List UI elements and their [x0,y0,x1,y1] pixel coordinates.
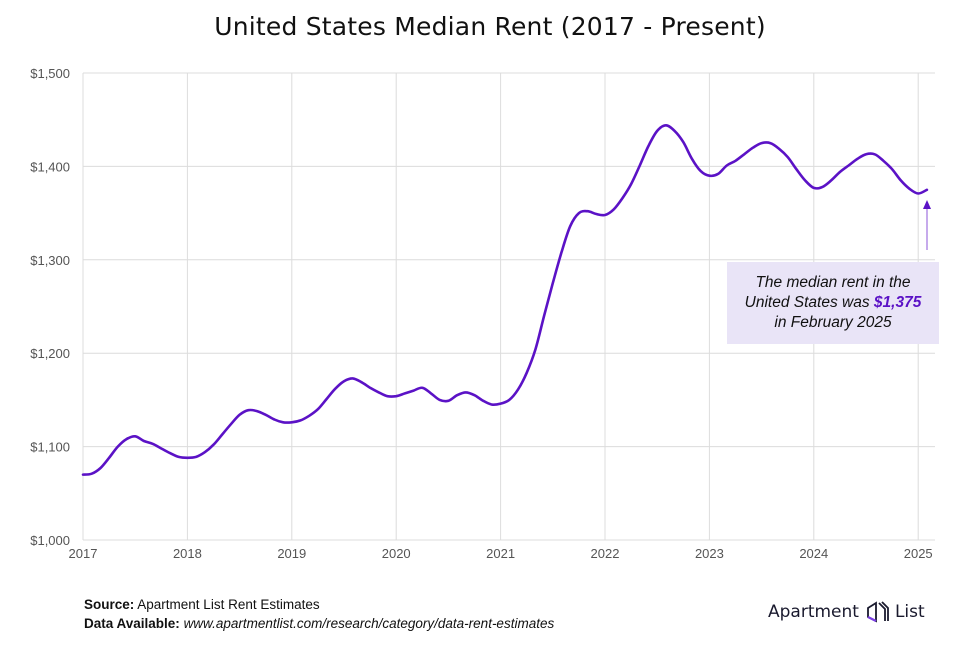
x-tick-label: 2024 [799,546,828,561]
x-tick-label: 2020 [382,546,411,561]
logo-text-left: Apartment [768,602,859,622]
y-tick-label: $1,200 [30,346,70,361]
annotation-line2: United States was [744,294,874,311]
data-label: Data Available: [84,616,180,631]
x-tick-label: 2017 [69,546,98,561]
y-axis: $1,000 $1,100 $1,200 $1,300 $1,400 $1,500 [30,66,70,548]
x-tick-label: 2018 [173,546,202,561]
annotation-box: The median rent in the United States was… [727,262,939,344]
annotation-highlight: $1,375 [873,294,922,311]
footer: Source: Apartment List Rent Estimates Da… [84,595,554,633]
x-axis: 2017 2018 2019 2020 2021 2022 2023 2024 2025 [69,546,933,561]
annotation-line3: in February 2025 [774,314,892,331]
chart-title: United States Median Rent (2017 - Presen… [214,12,766,41]
logo: Apartment List [768,600,925,624]
x-tick-label: 2025 [904,546,933,561]
y-tick-label: $1,400 [30,159,70,174]
y-tick-label: $1,300 [30,253,70,268]
source-text: Apartment List Rent Estimates [137,597,320,612]
x-tick-label: 2021 [486,546,515,561]
series-line [81,124,929,476]
y-tick-label: $1,000 [30,533,70,548]
logo-text-right: List [894,602,925,622]
line-chart: $1,000 $1,100 $1,200 $1,300 $1,400 $1,500 201… [30,66,935,561]
source-label: Source: [84,597,135,612]
data-url[interactable]: www.apartmentlist.com/research/category/… [183,616,555,631]
x-tick-label: 2023 [695,546,724,561]
y-tick-label: $1,100 [30,440,70,455]
x-tick-label: 2019 [277,546,306,561]
annotation-arrow [923,200,931,250]
annotation-line1: The median rent in the [755,274,911,291]
logo-icon [867,601,889,623]
y-tick-label: $1,500 [30,66,70,81]
x-tick-label: 2022 [591,546,620,561]
